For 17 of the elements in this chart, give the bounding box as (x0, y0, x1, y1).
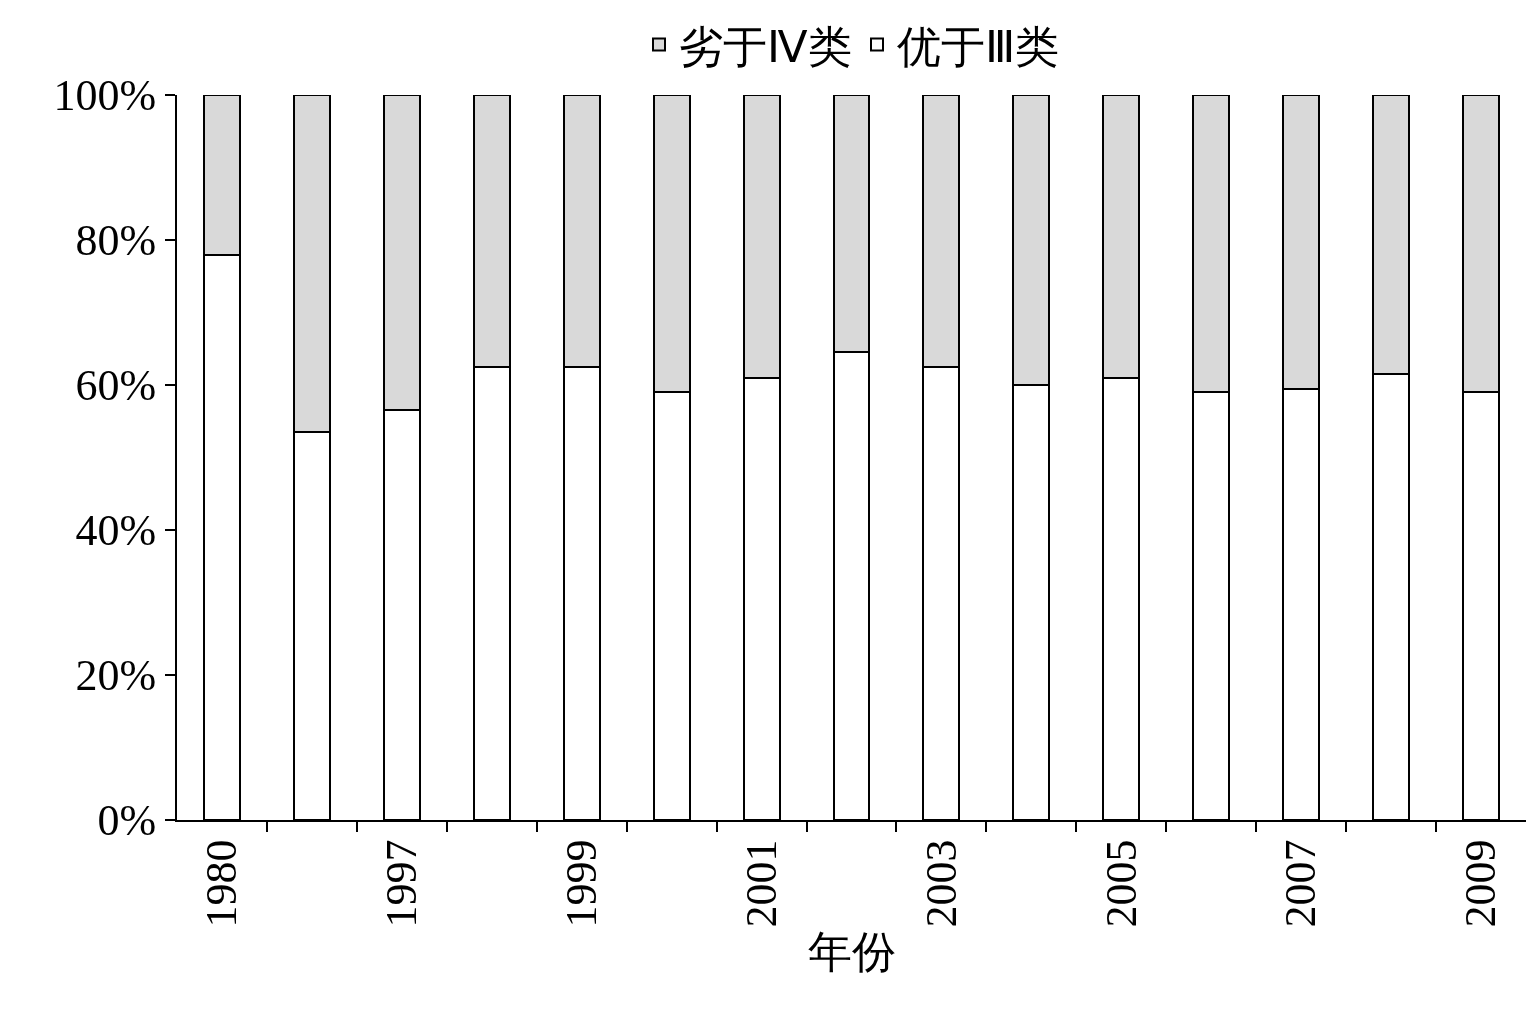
y-tick-label: 60% (75, 361, 157, 411)
x-tick-label: 1999 (557, 839, 606, 928)
y-tick-label: 100% (53, 71, 157, 121)
x-tick-label: 2007 (1276, 839, 1326, 928)
y-tick-label: 80% (75, 216, 157, 266)
legend-label: 劣于Ⅳ类 (679, 22, 852, 72)
x-tick-label: 2001 (736, 839, 786, 928)
x-tick-label: 1980 (197, 839, 247, 928)
x-tick-label: 2003 (916, 839, 966, 928)
x-axis-title: 年份 (807, 928, 896, 978)
y-tick-label: 0% (97, 796, 157, 846)
x-tick-label: 1997 (377, 839, 427, 928)
y-tick-label: 20% (75, 651, 157, 701)
legend-label: 优于Ⅲ类 (897, 22, 1059, 72)
x-tick-label: 2005 (1096, 839, 1146, 928)
x-tick-label: 2009 (1456, 839, 1506, 928)
y-tick-label: 40% (75, 506, 157, 556)
